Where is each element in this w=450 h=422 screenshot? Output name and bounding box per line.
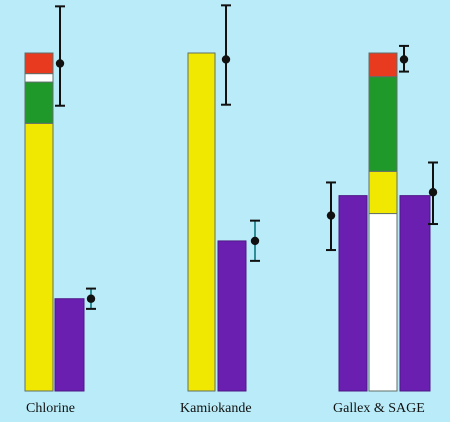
bars-layer [24, 52, 431, 392]
error-point-gallex-sage-3 [428, 188, 438, 197]
labels-layer: Chlorine Kamiokande Gallex & SAGE [26, 401, 425, 416]
theory-segment-1-2 [24, 81, 54, 124]
category-label-kamiokande: Kamiokande [180, 401, 252, 416]
theory-segment-1-4 [24, 52, 54, 75]
error-point-kamiokande-1 [221, 55, 231, 64]
theory-segment-3-3 [368, 76, 398, 172]
measured-bar-1 [54, 298, 85, 392]
error-point-chlorine-2 [86, 294, 96, 303]
measured-bar-3-2 [399, 195, 431, 392]
category-label-gallex-sage: Gallex & SAGE [333, 401, 425, 416]
error-point-gallex-sage-1 [326, 211, 336, 220]
theory-segment-3-4 [368, 52, 398, 78]
measured-bar-3-1 [338, 195, 368, 392]
theory-segment-2-1 [187, 52, 216, 392]
theory-segment-1-3 [24, 73, 54, 83]
theory-segment-3-2 [368, 170, 398, 215]
measured-bar-2 [217, 240, 247, 392]
theory-segment-1-1 [24, 122, 54, 392]
error-point-chlorine-1 [55, 59, 65, 68]
error-point-gallex-sage-2 [399, 55, 409, 64]
category-label-chlorine: Chlorine [26, 401, 75, 416]
error-bars-layer [55, 4, 438, 310]
error-point-kamiokande-2 [250, 236, 260, 246]
theory-segment-3-1 [368, 213, 398, 392]
